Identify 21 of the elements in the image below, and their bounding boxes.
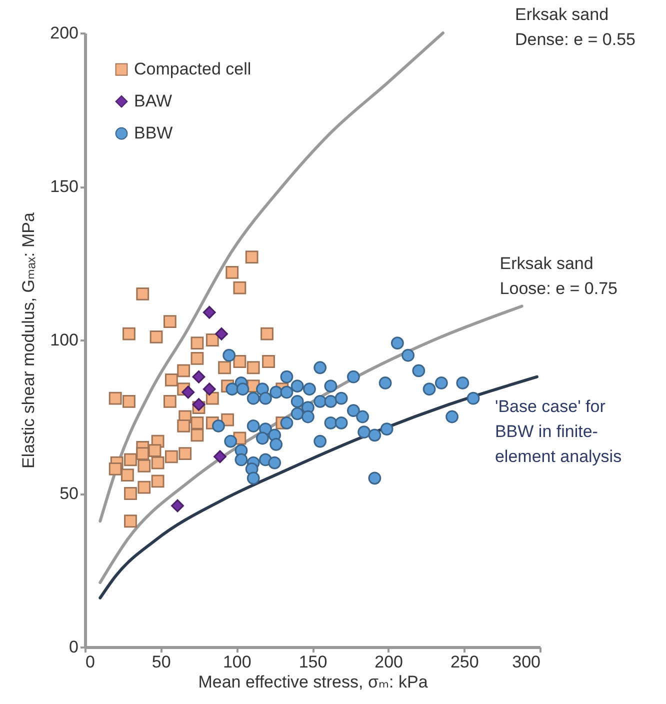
- x-axis-title: Mean effective stress, σₘ: kPa: [198, 672, 428, 692]
- y-tick-label: 150: [50, 177, 78, 196]
- y-axis-title: Elastic shear modulus, Gₘₐₓ: MPa: [19, 212, 38, 468]
- annotation: 'Base case' for BBW in finite- element analysis: [494, 396, 622, 466]
- x-tick-label: 300: [512, 652, 540, 672]
- y-tick-label: 200: [50, 24, 78, 42]
- y-tick-label: 50: [60, 484, 78, 503]
- line-series: [98, 32, 444, 523]
- x-tick-label: 100: [222, 652, 252, 672]
- legend-label: BAW: [134, 92, 172, 110]
- legend-label: BBW: [134, 124, 173, 142]
- x-tick-label: 150: [298, 652, 328, 672]
- x-tick-label: 250: [450, 652, 479, 672]
- x-tick-label: 200: [374, 652, 404, 672]
- annotation: Erksak sand Dense: e = 0.55: [515, 5, 636, 49]
- annotation: Erksak sand Loose: e = 0.75: [500, 254, 618, 298]
- x-tick-label: 50: [152, 652, 171, 672]
- legend-label: Compacted cell: [134, 60, 252, 78]
- y-tick-label: 0: [69, 638, 78, 656]
- x-tick-label: 0: [86, 652, 95, 672]
- y-tick-label: 100: [50, 330, 78, 350]
